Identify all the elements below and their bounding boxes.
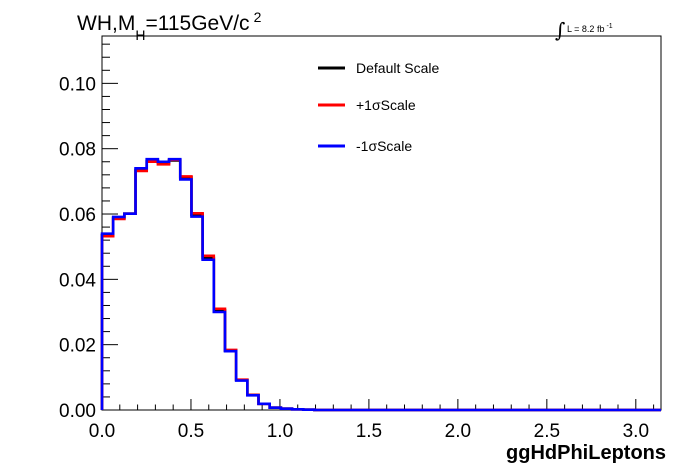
legend-label: +1σScale [356,97,416,113]
x-axis-title: ggHdPhiLeptons [506,442,666,464]
y-tick-label: 0.00 [59,401,96,422]
x-tick-label: 3.0 [623,421,649,442]
axis-tick-labels: 0.0 0.5 1.0 1.5 2.0 2.5 3.0 0.00 0.02 0.04 0.06 0.0… [59,74,649,442]
legend-label: -1σScale [356,138,412,154]
y-tick-label: 0.08 [59,140,96,161]
y-tick-label: 0.10 [59,74,96,95]
title-superscript: 2 [254,9,262,25]
legend: Default Scale +1σScale -1σScale [318,60,439,154]
svg-text:L = 8.2 fb-1: L = 8.2 fb -1 [567,23,613,34]
luminosity-text: L = 8.2 fb [567,24,604,34]
plot-area-border [101,35,662,411]
integral-symbol: ∫ [555,18,565,42]
axis-ticks [101,43,655,411]
chart-title: WH,MH=115GeV/c 2 [77,9,262,43]
x-tick-label: 1.5 [356,421,382,442]
series-line-1 [100,158,661,412]
series-line-0 [100,159,661,412]
series-line-2 [100,157,661,412]
title-main: WH,M [77,12,135,35]
y-tick-label: 0.06 [59,205,96,226]
y-tick-label: 0.04 [59,270,96,291]
x-tick-label: 2.5 [534,421,560,442]
x-tick-label: 0.5 [178,421,204,442]
title-rest: =115GeV/c [145,12,249,35]
luminosity-label: ∫ L = 8.2 fb -1 [555,18,613,42]
x-tick-label: 0.0 [89,421,115,442]
x-tick-label: 1.0 [267,421,293,442]
svg-text:WH,MH=115GeV/c2: WH,MH=115GeV/c 2 [77,9,262,43]
plot-frame [101,35,662,411]
y-tick-label: 0.02 [59,336,96,357]
series-lines [100,157,661,412]
luminosity-superscript: -1 [606,23,612,30]
title-subscript: H [135,27,145,43]
legend-label: Default Scale [356,60,439,76]
x-tick-label: 2.0 [445,421,471,442]
